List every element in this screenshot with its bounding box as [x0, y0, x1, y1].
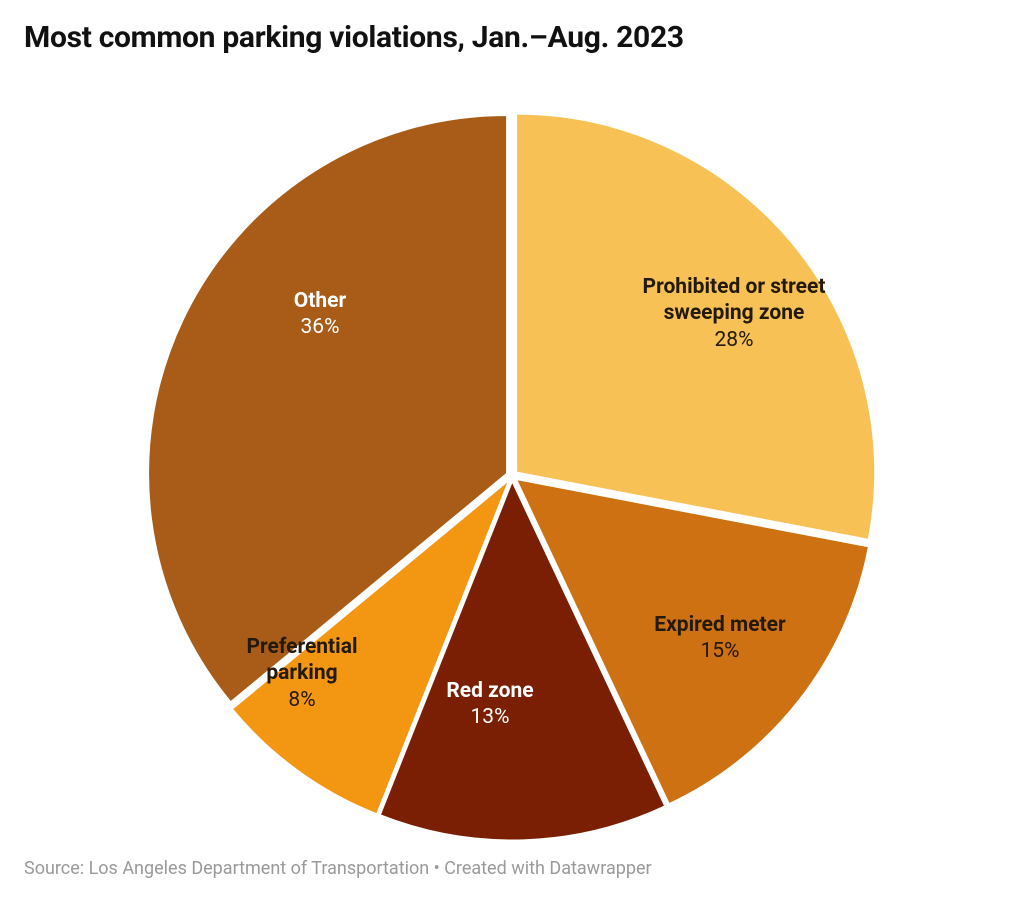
- pie-chart: Prohibited or street sweeping zone28% Exp…: [24, 56, 1000, 846]
- pie-slice-label-name: Red zone: [410, 678, 570, 704]
- pie-slice-label-percent: 15%: [701, 639, 740, 663]
- pie-slice-label-name: Prohibited or street sweeping zone: [614, 274, 854, 327]
- pie-slice-label: Expired meter15%: [630, 612, 810, 665]
- pie-slice-label: Red zone13%: [410, 678, 570, 731]
- pie-slice-label-name: Expired meter: [630, 612, 810, 638]
- pie-slice-label-percent: 36%: [301, 315, 340, 339]
- pie-slice-label-name: Preferential parking: [217, 634, 387, 687]
- pie-slice-label: Preferential parking8%: [217, 634, 387, 713]
- pie-slice-label-percent: 13%: [471, 705, 510, 729]
- pie-slice-label: Other36%: [250, 288, 390, 341]
- pie-slice-label: Prohibited or street sweeping zone28%: [614, 274, 854, 353]
- pie-slice-label-percent: 28%: [715, 328, 754, 352]
- pie-slice-label-percent: 8%: [288, 688, 315, 712]
- source-line: Source: Los Angeles Department of Transp…: [24, 858, 652, 879]
- pie-slice-label-name: Other: [250, 288, 390, 314]
- chart-title: Most common parking violations, Jan.–Aug…: [24, 20, 1000, 56]
